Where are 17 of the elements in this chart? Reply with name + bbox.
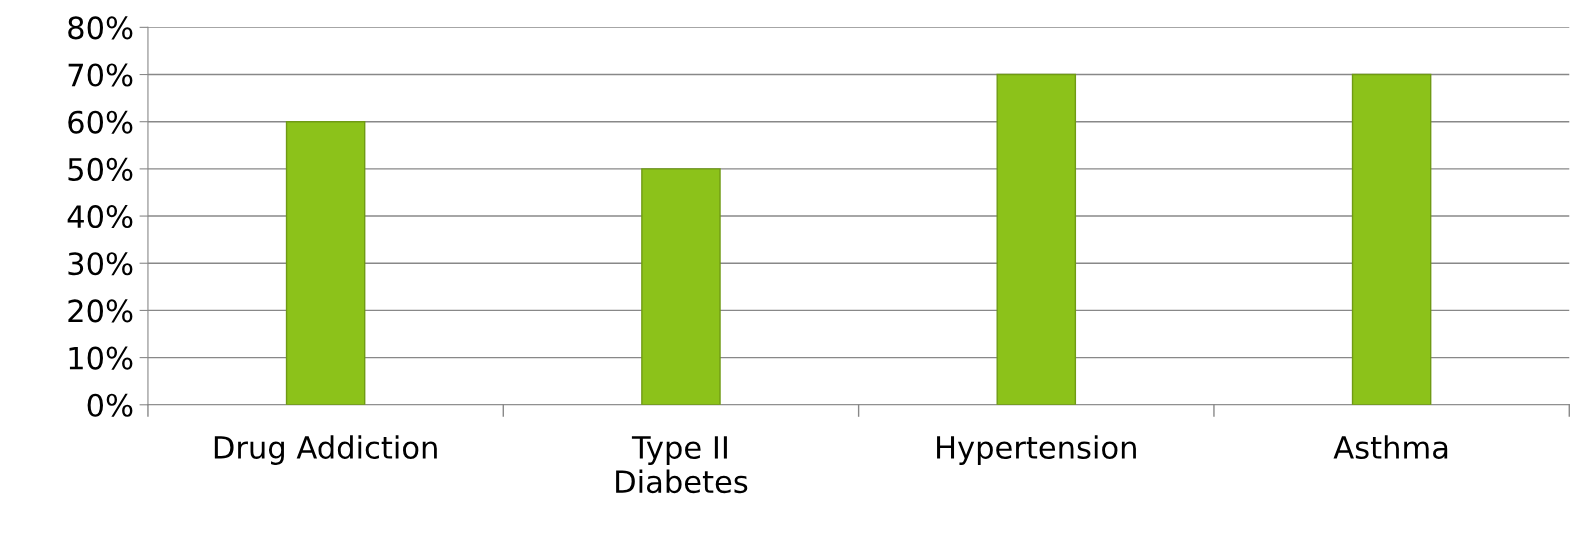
x-tick-label: Type II Diabetes <box>616 436 748 494</box>
y-tick-label: 70% <box>68 63 133 87</box>
bar <box>641 168 721 405</box>
y-tick-label: 30% <box>68 252 133 276</box>
y-tick-label: 20% <box>68 299 133 323</box>
y-tick-label: 60% <box>68 110 133 134</box>
y-tick-label: 50% <box>68 157 133 181</box>
y-tick-label: 0% <box>87 393 133 417</box>
y-tick-label: 80% <box>68 16 133 40</box>
y-tick-label: 40% <box>67 205 133 229</box>
x-tick-label: Hypertension <box>937 435 1136 465</box>
x-tick-label: Drug Addiction <box>214 435 437 465</box>
bar <box>285 121 366 405</box>
x-tick-label: Asthma <box>1333 435 1448 459</box>
bar <box>996 73 1077 405</box>
y-tick-label: 10% <box>69 346 133 370</box>
bar <box>1351 73 1432 405</box>
